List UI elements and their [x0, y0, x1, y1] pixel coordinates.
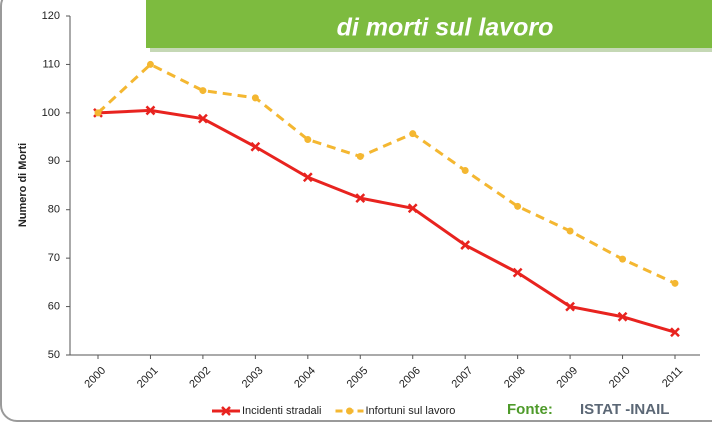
point — [198, 113, 208, 124]
point — [671, 279, 679, 287]
y-tick-label: 70 — [48, 252, 60, 264]
y-tick-label: 110 — [42, 58, 60, 70]
point — [566, 227, 574, 235]
point — [302, 172, 313, 183]
y-tick-label: 90 — [48, 155, 60, 167]
point — [460, 240, 471, 250]
y-axis-label: Numero di Morti — [17, 143, 29, 227]
legend-marker — [221, 406, 231, 416]
point — [94, 109, 102, 117]
chart-title: di morti sul lavoro — [337, 14, 554, 42]
point — [617, 311, 628, 322]
point — [250, 141, 261, 152]
point — [251, 94, 259, 102]
point — [199, 87, 207, 95]
point — [407, 203, 418, 214]
y-tick-label: 120 — [42, 10, 60, 22]
point — [670, 327, 680, 338]
line — [96, 62, 676, 285]
source: ISTAT -INAIL — [580, 401, 669, 418]
point — [619, 255, 627, 263]
line — [97, 108, 676, 334]
legend-label: Incidenti stradali — [242, 405, 322, 417]
point — [304, 135, 312, 143]
point — [565, 301, 575, 312]
source-label: Fonte: — [507, 401, 553, 418]
y-tick-label: 60 — [48, 300, 60, 312]
point — [461, 166, 469, 174]
y-tick-label: 80 — [48, 204, 60, 216]
point — [409, 130, 417, 138]
point — [356, 152, 364, 160]
y-tick-label: 50 — [48, 349, 60, 361]
point — [514, 202, 522, 210]
point — [355, 193, 366, 203]
legend-label: Infortuni sul lavoro — [366, 405, 456, 417]
legend-marker — [346, 407, 353, 415]
banner — [146, 0, 712, 48]
point — [145, 105, 156, 116]
y-tick-label: 100 — [42, 107, 60, 119]
point — [512, 267, 523, 278]
point — [146, 60, 154, 68]
